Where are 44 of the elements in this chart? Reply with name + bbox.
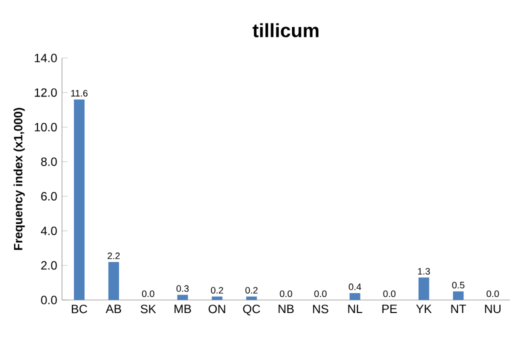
x-tick-label: AB — [106, 304, 122, 313]
x-tick-label: PE — [382, 304, 397, 313]
x-tick-label: MB — [174, 304, 191, 313]
data-label: 0.5 — [452, 282, 464, 288]
x-tick-label: NT — [451, 304, 466, 313]
bar — [74, 99, 85, 300]
data-label: 11.6 — [71, 90, 88, 97]
bar — [350, 293, 360, 300]
y-tick-label: 8.0 — [41, 157, 57, 166]
data-label: 0.0 — [383, 290, 396, 298]
x-tick-label: ON — [208, 304, 226, 314]
x-tick-label: NB — [278, 304, 294, 313]
bar — [452, 291, 464, 300]
data-label: 0.0 — [314, 290, 327, 298]
bar — [108, 262, 120, 300]
y-tick-label: 4.0 — [40, 226, 57, 236]
y-tick-label: 14.0 — [34, 54, 57, 62]
bar — [177, 294, 188, 300]
data-label: 0.0 — [280, 290, 292, 298]
data-label: 0.3 — [176, 285, 189, 292]
x-tick-label: NL — [348, 304, 362, 313]
y-axis-title: Frequency index (x1,000) — [14, 108, 25, 250]
x-tick-label: QC — [243, 304, 260, 316]
y-tick-label: 10.0 — [34, 122, 57, 132]
x-tick-label: YK — [416, 304, 432, 313]
bar — [212, 296, 222, 300]
data-label: 0.2 — [245, 287, 258, 294]
chart-title: tillicum — [252, 23, 318, 38]
bar — [418, 278, 430, 300]
data-label: 1.3 — [418, 268, 430, 275]
y-tick-label: 12.0 — [34, 88, 57, 97]
bar — [246, 296, 257, 300]
x-tick-label: BC — [72, 304, 88, 314]
x-tick-label: NS — [313, 304, 328, 314]
data-label: 0.0 — [486, 290, 499, 298]
data-label: 2.2 — [108, 252, 120, 260]
y-tick-label: 6.0 — [41, 192, 57, 201]
data-label: 0.0 — [142, 290, 154, 298]
data-label: 0.2 — [210, 287, 224, 294]
x-tick-label: SK — [140, 304, 156, 314]
x-tick-label: NU — [485, 304, 501, 314]
y-tick-label: 2.0 — [41, 261, 57, 270]
y-tick-label: 0.0 — [41, 296, 57, 304]
data-label: 0.4 — [348, 284, 362, 290]
